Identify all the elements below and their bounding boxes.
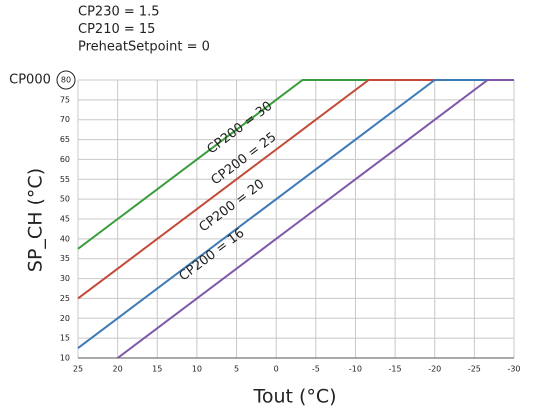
y-tick-label: 35: [60, 254, 70, 263]
y-tick-label: 45: [60, 215, 70, 224]
x-tick-label: 15: [152, 365, 162, 374]
y-tick-label: 70: [60, 115, 70, 124]
y-tick-label: 50: [60, 195, 70, 204]
series-line: [117, 79, 514, 359]
y-tick-label: 40: [60, 234, 70, 243]
series-label: CP200 = 20: [197, 177, 268, 236]
y-tick-label: 60: [60, 155, 70, 164]
y-tick-label: 55: [60, 175, 70, 184]
x-tick-label: 20: [113, 365, 123, 374]
x-axis-label: Tout (°C): [252, 386, 336, 408]
x-tick-label: 25: [73, 365, 83, 374]
y-tick-label: 30: [60, 274, 70, 283]
x-tick-label: 5: [234, 365, 239, 374]
x-tick-label: -15: [389, 365, 402, 374]
annotation: CP000: [9, 73, 51, 88]
series-line: [77, 79, 514, 349]
header-line: CP210 = 15: [78, 22, 155, 37]
x-tick-label: 10: [192, 365, 202, 374]
x-tick-label: 0: [274, 365, 279, 374]
y-tick-label: 65: [60, 135, 70, 144]
y-tick-label: 75: [60, 95, 70, 104]
y-tick-label: 10: [60, 354, 70, 363]
x-tick-label: -10: [349, 365, 362, 374]
y-axis-label: SP_CH (°C): [25, 168, 47, 272]
x-tick-label: -25: [468, 365, 481, 374]
x-tick-label: -5: [312, 365, 320, 374]
tick-circle: [56, 70, 76, 90]
series-line: [77, 79, 514, 300]
x-tick-label: -20: [428, 365, 441, 374]
header-line: PreheatSetpoint = 0: [78, 40, 210, 55]
header-line: CP230 = 1.5: [78, 5, 160, 20]
y-tick-label: 20: [60, 314, 70, 323]
y-tick-label: 15: [60, 334, 70, 343]
y-tick-label: 80: [61, 76, 71, 85]
x-tick-label: -30: [507, 365, 520, 374]
y-tick-label: 25: [60, 294, 70, 303]
